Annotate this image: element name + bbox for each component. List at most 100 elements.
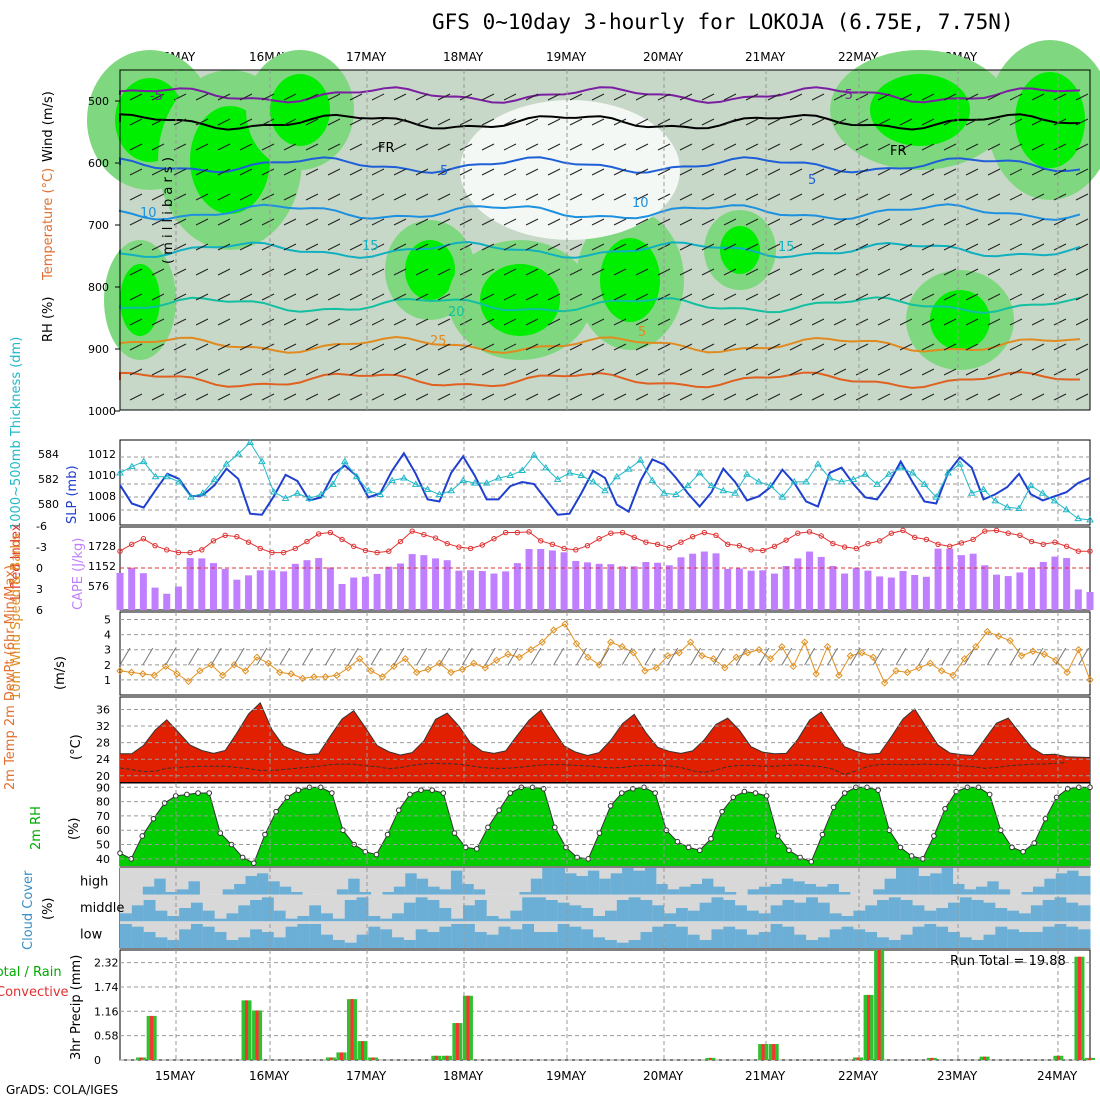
- surface-wind-barb: [621, 647, 633, 666]
- upper-wind-barb: [679, 193, 693, 201]
- upper-wind-barb: [129, 343, 143, 351]
- pressure-tick-1: 600: [88, 157, 109, 170]
- wind-point: [264, 659, 273, 668]
- upper-wind-barb: [701, 218, 715, 226]
- thickness-point: [624, 465, 633, 472]
- thickness-point: [116, 469, 124, 476]
- rh-point: [942, 805, 948, 812]
- upper-wind-barb: [151, 318, 165, 326]
- thickness-point: [944, 469, 952, 476]
- cloud-cell-low: [120, 924, 133, 948]
- surface-wind-barb: [165, 647, 177, 666]
- thickness-point: [210, 475, 219, 482]
- wind-point: [184, 677, 193, 686]
- upper-wind-barb: [547, 318, 561, 326]
- upper-wind-barb: [613, 293, 627, 301]
- cloud-cell-middle: [971, 900, 985, 922]
- upper-frame: [119, 69, 1091, 411]
- cloud-bg-low: [616, 921, 630, 948]
- upper-wind-barb: [855, 93, 869, 101]
- rh-label: 2m RH: [29, 806, 44, 850]
- li-point: [187, 549, 193, 556]
- upper-wind-barb: [943, 293, 957, 301]
- li-point: [678, 539, 684, 545]
- cloud-bg-high: [747, 868, 760, 895]
- cloud-bg-high: [314, 868, 326, 895]
- li-point: [128, 541, 135, 547]
- surface-wind-barb: [918, 647, 930, 666]
- upper-wind-barb: [195, 268, 209, 276]
- cape-bar-12: [256, 570, 264, 610]
- upper-wind-barb: [371, 93, 385, 101]
- upper-wind-barb: [657, 393, 671, 401]
- wind-speed-line: [119, 623, 1091, 684]
- top-date-label-4: 19MAY: [546, 50, 587, 64]
- li-tick-1: -3: [36, 541, 47, 554]
- upper-wind-barb: [503, 218, 517, 226]
- cloud-cell-middle: [486, 916, 500, 922]
- upper-wind-barb: [437, 343, 451, 351]
- thickness-point: [731, 489, 740, 496]
- upper-wind-barb: [283, 193, 297, 201]
- li-point: [923, 536, 930, 543]
- li-point: [982, 528, 988, 534]
- cape-tick-0: 1728: [88, 540, 116, 553]
- li-point: [841, 544, 848, 550]
- upper-wind-barb: [481, 393, 495, 401]
- upper-wind-barb: [855, 318, 869, 326]
- bottom-date-label-1: 16MAY: [249, 1069, 290, 1083]
- rh-point: [384, 831, 391, 838]
- surface-wind-barb: [644, 647, 656, 666]
- cape-bar-51: [712, 553, 720, 610]
- cape-bar-17: [315, 558, 323, 610]
- cloud-cell-high: [154, 878, 167, 895]
- cloud-cell-middle: [179, 908, 192, 922]
- cloud-cell-middle: [711, 897, 724, 922]
- surface-wind-barb: [986, 647, 998, 666]
- cloud-cell-middle: [202, 910, 216, 922]
- li-point: [339, 536, 345, 543]
- thickness-point: [530, 451, 538, 458]
- upper-wind-barb: [987, 268, 1001, 276]
- cloud-cell-low: [167, 940, 180, 948]
- rh-point: [730, 794, 737, 801]
- slp-line: [119, 451, 1091, 516]
- upper-wind-barb: [261, 93, 275, 101]
- upper-wind-barb: [591, 93, 605, 101]
- cloud-cell-low: [155, 937, 168, 948]
- cape-bar-8: [209, 563, 217, 610]
- slp-frame: [119, 439, 1091, 526]
- thickness-point: [754, 477, 763, 485]
- upper-wind-barb: [239, 168, 253, 176]
- rh-point: [262, 831, 268, 838]
- upper-wind-barb: [833, 343, 847, 351]
- cape-bar-37: [548, 550, 556, 610]
- cape-tick-2: 576: [88, 580, 109, 593]
- cloud-cell-high: [964, 889, 977, 895]
- upper-wind-barb: [195, 393, 209, 401]
- cape-bar-21: [361, 576, 369, 610]
- upper-wind-barb: [833, 368, 847, 376]
- rh-tick-1: 80: [96, 796, 110, 809]
- cloud-cell-middle: [924, 910, 937, 922]
- rh-point: [195, 790, 201, 796]
- thickness-point: [636, 456, 645, 463]
- cloud-cell-low: [190, 924, 204, 948]
- thickness-point: [364, 486, 373, 494]
- upper-wind-barb: [261, 343, 275, 351]
- cloud-cell-middle: [498, 918, 511, 922]
- upper-wind-barb: [723, 143, 737, 151]
- upper-wind-barb: [525, 318, 539, 326]
- cloud-bg-middle: [368, 894, 381, 922]
- upper-wind-barb: [701, 93, 715, 101]
- upper-wind-barb: [569, 368, 583, 376]
- cape-bar-7: [198, 558, 206, 610]
- upper-wind-barb: [503, 168, 517, 176]
- upper-wind-barb: [349, 318, 363, 326]
- bottom-date-label-7: 22MAY: [838, 1069, 879, 1083]
- precip-conv-bar-2: [139, 1057, 143, 1060]
- thickness-point: [648, 476, 657, 484]
- li-point: [654, 541, 661, 547]
- upper-wind-barb: [943, 93, 957, 101]
- rh-point: [295, 787, 302, 793]
